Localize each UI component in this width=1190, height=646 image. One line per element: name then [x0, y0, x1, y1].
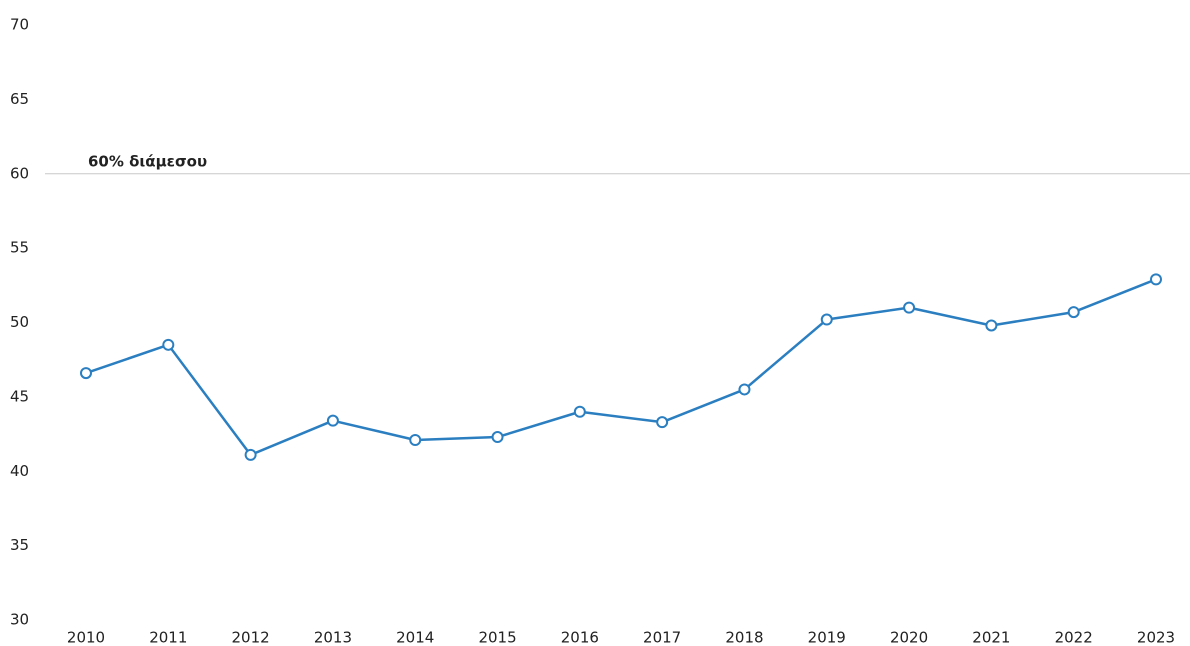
point	[656, 416, 669, 429]
y-tick-label: 50	[10, 313, 29, 331]
y-tick-label: 45	[10, 387, 29, 405]
point	[326, 414, 339, 427]
point	[1067, 306, 1080, 319]
point	[80, 367, 92, 380]
y-tick-label: 55	[10, 239, 29, 257]
y-tick-label: 70	[10, 16, 29, 34]
x-tick-label: 2023	[1137, 629, 1175, 646]
point	[491, 431, 504, 444]
x-tick-label: 2012	[232, 629, 270, 646]
x-tick-label: 2013	[314, 629, 352, 646]
x-tick-label: 2017	[643, 629, 681, 646]
line	[85, 278, 1157, 457]
point	[1150, 273, 1162, 286]
y-tick-label: 65	[10, 90, 29, 108]
x-tick-label: 2022	[1055, 629, 1093, 646]
point	[573, 405, 586, 418]
point	[903, 301, 916, 314]
point	[820, 313, 833, 326]
reference-label: 60% διάμεσου	[88, 152, 207, 170]
x-tick-label: 2021	[972, 629, 1010, 646]
point	[985, 319, 998, 332]
point	[244, 448, 257, 461]
y-tick-label: 60	[10, 164, 29, 182]
x-tick-label: 2020	[890, 629, 928, 646]
point	[738, 383, 751, 396]
x-tick-label: 2011	[149, 629, 187, 646]
x-tick-label: 2014	[396, 629, 434, 646]
x-tick-label: 2018	[725, 629, 763, 646]
y-tick-label: 35	[10, 536, 29, 554]
x-tick-label: 2019	[808, 629, 846, 646]
point	[162, 338, 175, 351]
x-tick-label: 2015	[478, 629, 516, 646]
x-tick-label: 2016	[561, 629, 599, 646]
point	[409, 434, 422, 447]
x-tick-label: 2010	[67, 629, 105, 646]
y-tick-label: 40	[10, 462, 29, 480]
y-tick-label: 30	[10, 611, 29, 629]
